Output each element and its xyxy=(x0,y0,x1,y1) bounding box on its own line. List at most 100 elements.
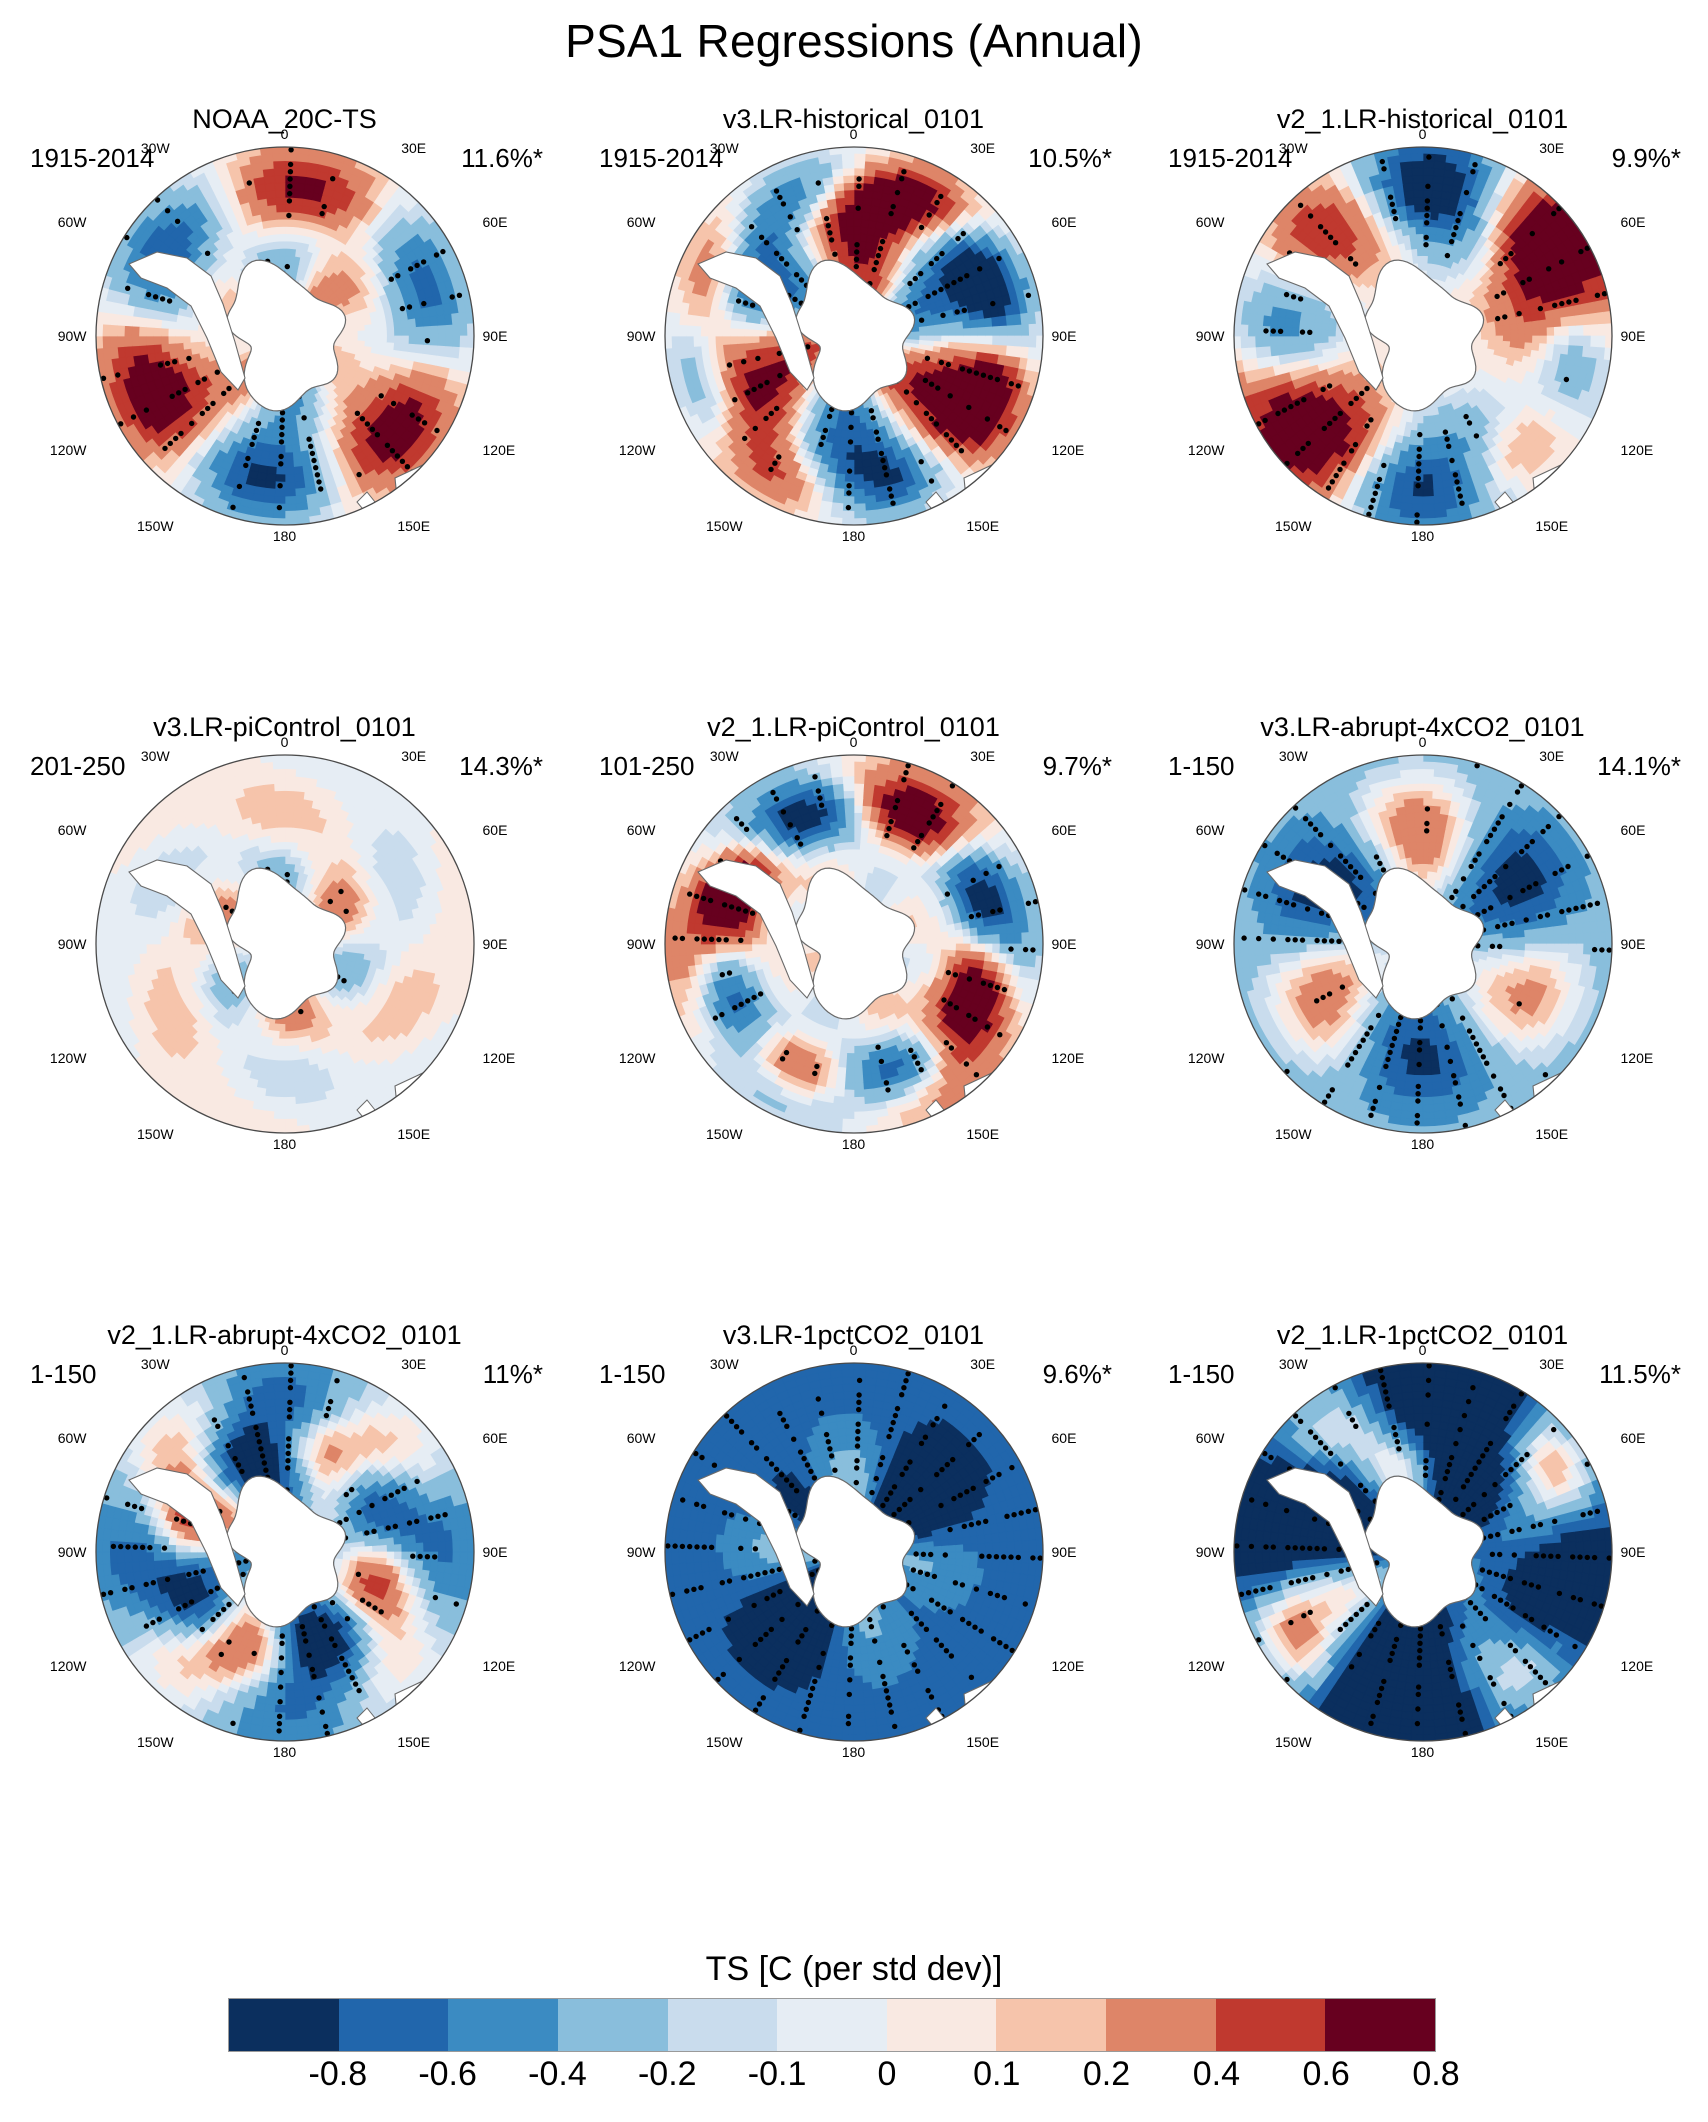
panel-title-7: v2_1.LR-abrupt-4xCO2_0101 xyxy=(0,1320,569,1351)
lon-label-l90e: 90E xyxy=(1621,328,1646,344)
colorbar-tick-9: 0.6 xyxy=(1303,2055,1350,2094)
colorbar-tick-6: 0.1 xyxy=(973,2055,1020,2094)
lon-label-l120e: 120E xyxy=(1621,1658,1654,1674)
colorbar-segment-4 xyxy=(667,1999,778,2051)
polar-map xyxy=(663,754,1044,1134)
colorbar-tick-1: -0.6 xyxy=(418,2055,477,2094)
panel-period-1: 1915-2014 xyxy=(30,143,154,174)
lon-label-l150w: 150W xyxy=(706,1126,743,1142)
lon-label-l90e: 90E xyxy=(1052,1544,1077,1560)
colorbar-tick-2: -0.4 xyxy=(528,2055,587,2094)
lon-label-l30w: 30W xyxy=(710,1356,739,1372)
colorbar-segment-7 xyxy=(996,1999,1107,2051)
colorbar-segment-9 xyxy=(1215,1999,1326,2051)
lon-label-l0: 0 xyxy=(1419,734,1427,750)
map-area-6: 0 30W 30E 60W 60E 90W 90E 120W 120E 150W 150E 180 xyxy=(1188,734,1653,1152)
colorbar xyxy=(228,1998,1436,2052)
map-panel-1: NOAA_20C-TS 1915-2014 11.6%* 0 30W 30E 60W 60E 9… xyxy=(0,100,569,555)
polar-map xyxy=(94,754,475,1134)
lon-label-l150w: 150W xyxy=(137,1126,174,1142)
colorbar-label: TS [C (per std dev)] xyxy=(0,1950,1708,1989)
lon-label-l120e: 120E xyxy=(483,1658,516,1674)
panel-variance-3: 9.9%* xyxy=(1612,143,1681,174)
colorbar-tick-7: 0.2 xyxy=(1083,2055,1130,2094)
lon-label-l30w: 30W xyxy=(141,1356,170,1372)
map-panel-2: v3.LR-historical_0101 1915-2014 10.5%* 0 30W… xyxy=(569,100,1138,555)
colorbar-segment-0 xyxy=(229,1999,339,2051)
panel-title-2: v3.LR-historical_0101 xyxy=(569,104,1138,135)
lon-label-l90w: 90W xyxy=(627,1544,656,1560)
panel-period-2: 1915-2014 xyxy=(599,143,723,174)
lon-label-l0: 0 xyxy=(850,734,858,750)
panel-period-3: 1915-2014 xyxy=(1168,143,1292,174)
colorbar-segment-6 xyxy=(886,1999,997,2051)
lon-label-l30w: 30W xyxy=(1279,1356,1308,1372)
lon-label-l30e: 30E xyxy=(970,140,995,156)
lon-label-l150e: 150E xyxy=(397,518,430,534)
panel-period-6: 1-150 xyxy=(1168,751,1235,782)
map-panel-5: v2_1.LR-piControl_0101 101-250 9.7%* 0 30W 30… xyxy=(569,708,1138,1163)
lon-label-l90w: 90W xyxy=(58,328,87,344)
colorbar-tick-0: -0.8 xyxy=(309,2055,368,2094)
lon-label-l0: 0 xyxy=(1419,1342,1427,1358)
lon-label-l120e: 120E xyxy=(483,442,516,458)
colorbar-segment-8 xyxy=(1106,1999,1216,2051)
panel-period-8: 1-150 xyxy=(599,1359,666,1390)
panel-variance-8: 9.6%* xyxy=(1043,1359,1112,1390)
lon-label-l120w: 120W xyxy=(1188,1050,1225,1066)
colorbar-segment-5 xyxy=(777,1999,887,2051)
map-panel-6: v3.LR-abrupt-4xCO2_0101 1-150 14.1%* 0 30W 30… xyxy=(1138,708,1707,1163)
panel-variance-2: 10.5%* xyxy=(1028,143,1112,174)
lon-label-l150w: 150W xyxy=(137,1734,174,1750)
lon-label-l180: 180 xyxy=(842,1744,865,1760)
lon-label-l180: 180 xyxy=(273,1744,296,1760)
lon-label-l30e: 30E xyxy=(1539,748,1564,764)
colorbar-tick-labels: -0.8 -0.6 -0.4 -0.2 -0.1 0 0.1 0.2 0.4 0.6 0.8 xyxy=(228,2055,1460,2103)
lon-label-l150w: 150W xyxy=(1275,518,1312,534)
lon-label-l180: 180 xyxy=(842,1136,865,1152)
lon-label-l0: 0 xyxy=(1419,126,1427,142)
lon-label-l180: 180 xyxy=(1411,1744,1434,1760)
lon-label-l60w: 60W xyxy=(1196,822,1225,838)
lon-label-l120e: 120E xyxy=(1621,442,1654,458)
polar-map xyxy=(94,1362,475,1742)
panel-grid: NOAA_20C-TS 1915-2014 11.6%* 0 30W 30E 60W 60E 9… xyxy=(0,100,1708,1930)
lon-label-l60e: 60E xyxy=(483,214,508,230)
lon-label-l0: 0 xyxy=(850,126,858,142)
map-panel-7: v2_1.LR-abrupt-4xCO2_0101 1-150 11%* 0 30W 30… xyxy=(0,1316,569,1771)
panel-variance-5: 9.7%* xyxy=(1043,751,1112,782)
lon-label-l90w: 90W xyxy=(58,1544,87,1560)
colorbar-tick-10: 0.8 xyxy=(1412,2055,1459,2094)
colorbar-tick-8: 0.4 xyxy=(1193,2055,1240,2094)
polar-map xyxy=(663,146,1044,526)
lon-label-l150e: 150E xyxy=(397,1734,430,1750)
page-title: PSA1 Regressions (Annual) xyxy=(0,14,1708,68)
map-area-9: 0 30W 30E 60W 60E 90W 90E 120W 120E 150W 150E 180 xyxy=(1188,1342,1653,1760)
lon-label-l180: 180 xyxy=(273,528,296,544)
lon-label-l150e: 150E xyxy=(397,1126,430,1142)
lon-label-l120w: 120W xyxy=(619,442,656,458)
lon-label-l0: 0 xyxy=(281,734,289,750)
lon-label-l90w: 90W xyxy=(1196,936,1225,952)
lon-label-l180: 180 xyxy=(842,528,865,544)
lon-label-l150w: 150W xyxy=(706,518,743,534)
lon-label-l120e: 120E xyxy=(483,1050,516,1066)
lon-label-l60w: 60W xyxy=(627,1430,656,1446)
lon-label-l90e: 90E xyxy=(1621,1544,1646,1560)
panel-variance-4: 14.3%* xyxy=(459,751,543,782)
panel-title-9: v2_1.LR-1pctCO2_0101 xyxy=(1138,1320,1707,1351)
map-area-5: 0 30W 30E 60W 60E 90W 90E 120W 120E 150W 150E 180 xyxy=(619,734,1084,1152)
lon-label-l30w: 30W xyxy=(710,140,739,156)
lon-label-l150w: 150W xyxy=(1275,1734,1312,1750)
lon-label-l30e: 30E xyxy=(1539,1356,1564,1372)
lon-label-l0: 0 xyxy=(281,126,289,142)
lon-label-l30e: 30E xyxy=(970,748,995,764)
lon-label-l150e: 150E xyxy=(966,518,999,534)
panel-period-7: 1-150 xyxy=(30,1359,97,1390)
polar-map xyxy=(663,1362,1044,1742)
lon-label-l120e: 120E xyxy=(1052,1658,1085,1674)
colorbar-tick-4: -0.1 xyxy=(748,2055,807,2094)
lon-label-l60e: 60E xyxy=(1052,1430,1077,1446)
lon-label-l90e: 90E xyxy=(483,328,508,344)
